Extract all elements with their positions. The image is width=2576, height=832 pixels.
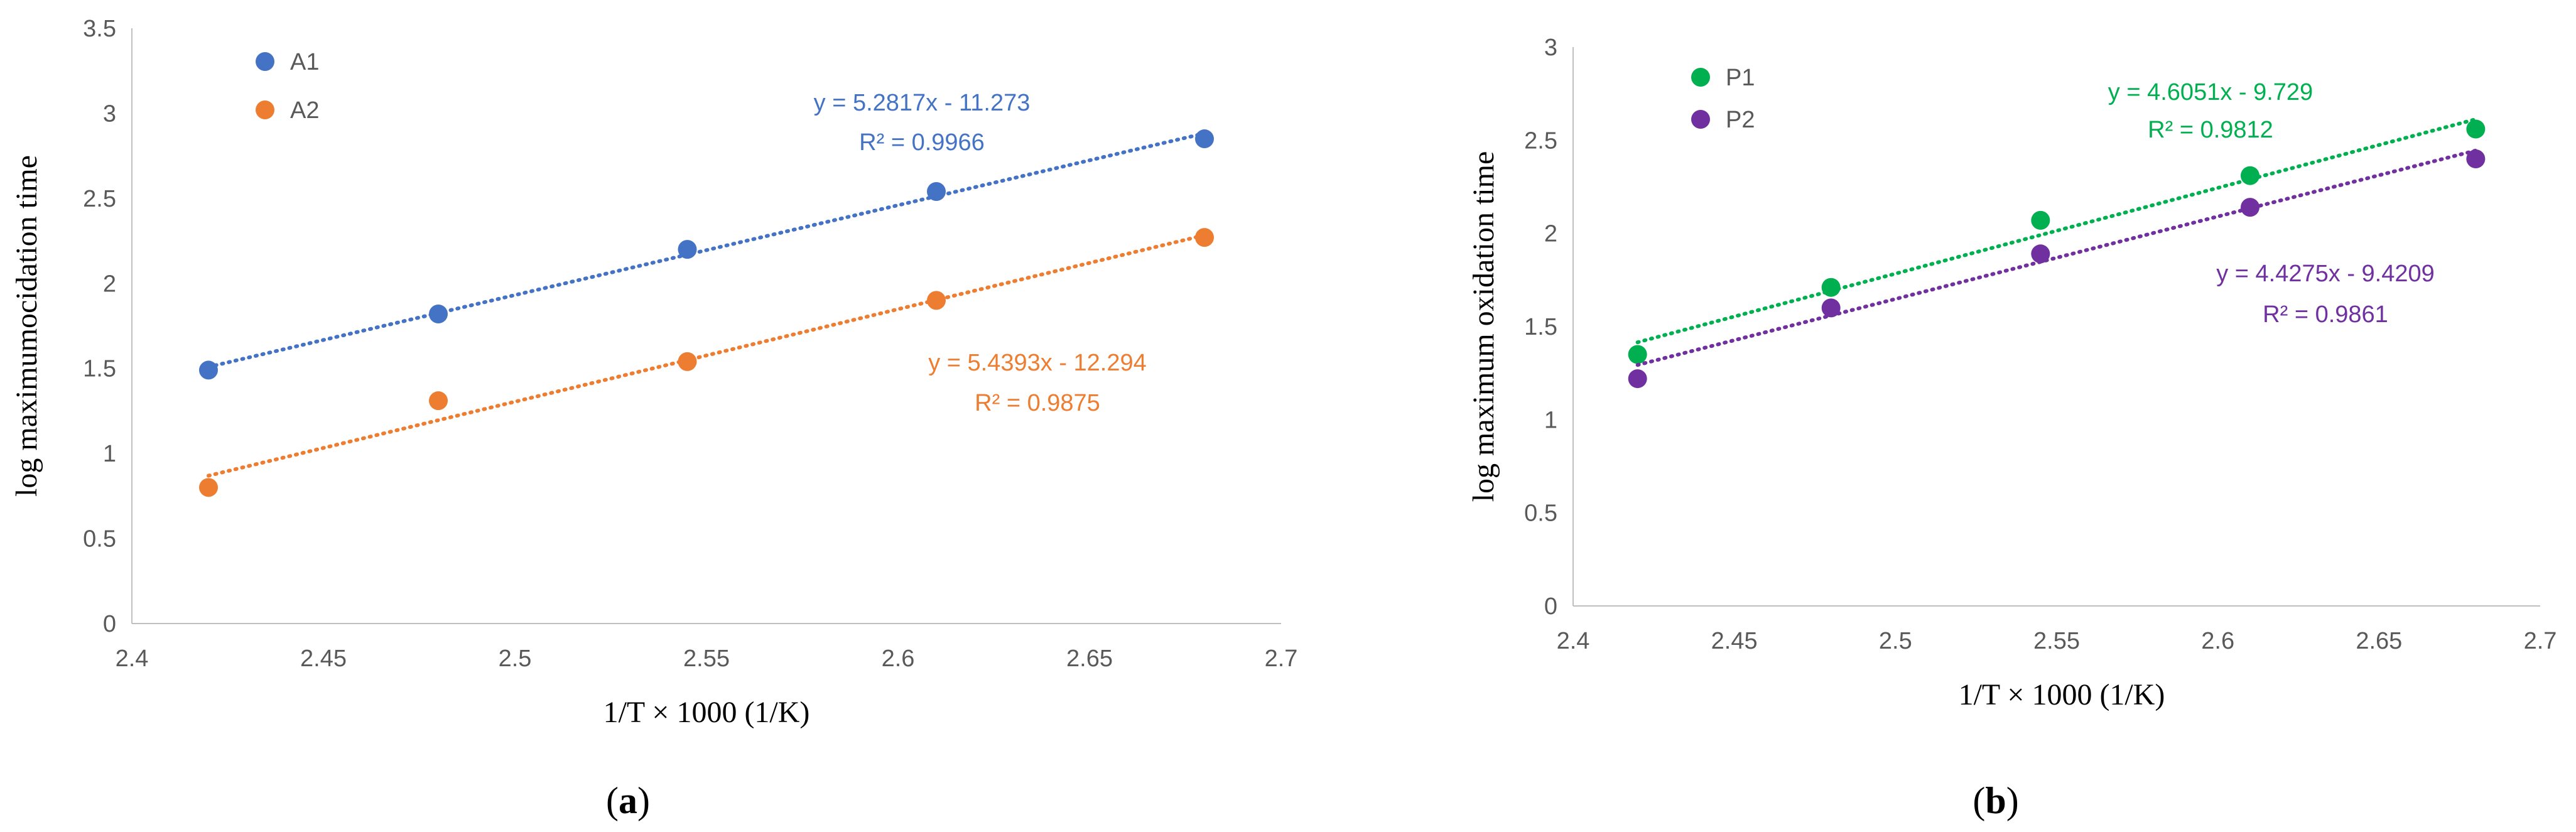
- trendline-a1: [207, 131, 1206, 369]
- y-tick-label: 2.5: [83, 186, 116, 212]
- x-tick-label: 2.65: [2356, 628, 2402, 654]
- panel-label: (a): [606, 780, 650, 821]
- panel-label: (b): [1973, 780, 2018, 821]
- data-point-p2: [2031, 244, 2050, 264]
- data-point-a1: [678, 240, 697, 259]
- y-tick-label: 2: [1544, 221, 1557, 247]
- data-point-a2: [678, 352, 697, 371]
- x-axis-title: 1/T × 1000 (1/K): [1959, 678, 2165, 711]
- y-tick-label: 0.5: [83, 526, 116, 553]
- data-point-a2: [927, 291, 946, 310]
- x-tick-label: 2.65: [1066, 646, 1113, 672]
- y-tick-label: 2.5: [1524, 127, 1557, 154]
- y-tick-label: 0: [1544, 593, 1557, 620]
- data-point-p1: [2466, 119, 2486, 139]
- y-tick-label: 0.5: [1524, 500, 1557, 527]
- x-tick-label: 2.45: [1711, 628, 1758, 654]
- x-tick-label: 2.4: [1557, 628, 1590, 654]
- x-tick-label: 2.55: [2033, 628, 2080, 654]
- x-tick-label: 2.5: [1879, 628, 1912, 654]
- x-axis-title: 1/T × 1000 (1/K): [603, 696, 810, 729]
- y-tick-label: 3: [1544, 35, 1557, 61]
- legend-marker-p2: [1691, 110, 1710, 129]
- legend-label-a2: A2: [290, 97, 319, 124]
- x-tick-label: 2.5: [499, 646, 532, 672]
- data-point-a1: [927, 182, 946, 202]
- trendline-a2: [207, 233, 1206, 478]
- trend-equation-a1: y = 5.2817x - 11.273: [814, 90, 1031, 116]
- legend-marker-a2: [256, 100, 274, 119]
- trend-equation-p2: y = 4.4275x - 9.4209: [2216, 261, 2435, 287]
- data-point-p2: [1821, 298, 1841, 318]
- trend-equation-a2: y = 5.4393x - 12.294: [928, 350, 1147, 376]
- data-point-p1: [1628, 345, 1647, 364]
- data-point-a1: [1195, 129, 1214, 149]
- data-point-a1: [429, 305, 448, 324]
- y-tick-label: 1: [1544, 407, 1557, 433]
- r-squared-a1: R² = 0.9966: [859, 129, 985, 156]
- y-tick-label: 1.5: [1524, 314, 1557, 340]
- y-axis-title: log maximum oxidation time: [1467, 151, 1500, 502]
- y-tick-label: 2: [103, 271, 116, 297]
- data-point-a1: [199, 360, 218, 380]
- data-point-p2: [2241, 198, 2259, 217]
- r-squared-a2: R² = 0.9875: [975, 390, 1100, 416]
- y-tick-label: 3.5: [83, 16, 116, 42]
- legend-marker-p1: [1691, 68, 1710, 87]
- x-tick-label: 2.7: [2524, 628, 2557, 654]
- x-tick-label: 2.4: [116, 646, 149, 672]
- trendline-p1: [1635, 117, 2478, 345]
- data-point-p1: [2241, 166, 2259, 185]
- chart-panel-b: 0 0.5 1 1.5 2 2.5 3 2.4 2.45 2.5 2.55 2.6 2.65 2.7 1/T…: [1467, 35, 2557, 821]
- data-point-a2: [199, 478, 218, 497]
- y-axis-title: log maximumocidation time: [10, 155, 43, 497]
- y-tick-label: 3: [103, 100, 116, 127]
- data-point-p2: [1628, 369, 1647, 389]
- data-point-p2: [2466, 149, 2486, 168]
- y-tick-label: 1.5: [83, 356, 116, 382]
- r-squared-p1: R² = 0.9812: [2148, 117, 2273, 143]
- legend-marker-a1: [256, 52, 274, 71]
- data-point-p1: [2031, 210, 2050, 230]
- legend-label-a1: A1: [290, 49, 319, 75]
- r-squared-p2: R² = 0.9861: [2263, 301, 2388, 328]
- x-tick-label: 2.6: [2201, 628, 2234, 654]
- x-tick-label: 2.6: [882, 646, 915, 672]
- data-point-a2: [429, 391, 448, 411]
- x-tick-label: 2.55: [683, 646, 730, 672]
- chart-panel-a: 0 0.5 1 1.5 2 2.5 3 3.5 2.4 2.45 2.5 2.55 2.6 2.65 2.7…: [10, 16, 1297, 821]
- trendline-p2: [1635, 148, 2478, 367]
- x-tick-label: 2.7: [1265, 646, 1298, 672]
- data-point-p1: [1821, 278, 1841, 297]
- trend-equation-p1: y = 4.6051x - 9.729: [2108, 79, 2313, 105]
- x-tick-label: 2.45: [300, 646, 347, 672]
- data-point-a2: [1195, 228, 1214, 247]
- y-tick-label: 0: [103, 611, 116, 637]
- legend-label-p1: P1: [1726, 65, 1755, 91]
- y-tick-label: 1: [103, 441, 116, 467]
- legend-label-p2: P2: [1726, 107, 1755, 133]
